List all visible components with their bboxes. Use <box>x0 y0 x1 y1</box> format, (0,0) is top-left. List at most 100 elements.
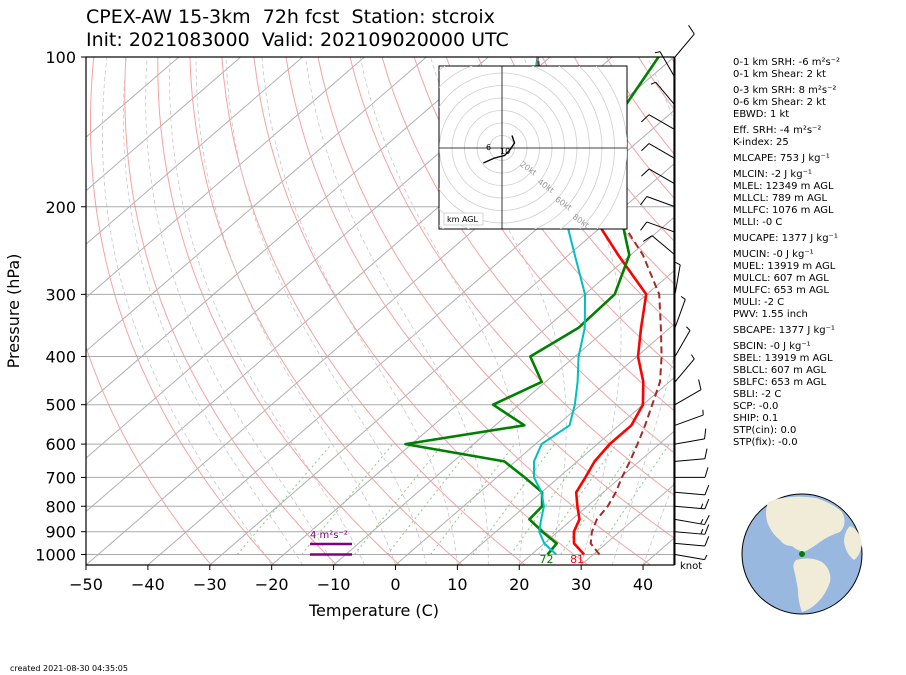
wind-barb <box>654 51 676 78</box>
hodograph-trace <box>483 135 516 164</box>
wind-barb <box>675 467 709 478</box>
index-mulcl: MULCL: 607 m AGL <box>733 273 829 284</box>
wind-barb <box>674 515 710 526</box>
wind-barb <box>674 485 710 496</box>
index-mucape: MUCAPE: 1377 J kg⁻¹ <box>733 233 838 244</box>
moist-adiabat <box>122 57 303 565</box>
isotherm-line <box>209 163 674 565</box>
index-muel: MUEL: 13919 m AGL <box>733 261 836 272</box>
index-mlel: MLEL: 12349 m AGL <box>733 181 834 192</box>
mixing-ratio-line <box>594 443 670 555</box>
moist-adiabat <box>305 57 489 565</box>
dry-adiabat <box>509 57 674 285</box>
index-mlcin: MLCIN: -2 J kg⁻¹ <box>733 169 812 180</box>
dry-adiabat <box>90 57 275 565</box>
index-stp-fix: STP(fix): -0.0 <box>733 437 798 448</box>
srh-label: 4 m²s⁻² <box>310 530 348 541</box>
dry-adiabat <box>445 57 674 369</box>
created-timestamp: created 2021-08-30 04:35:05 <box>10 664 128 673</box>
isotherm-line <box>86 57 242 192</box>
chart-subtitle: Init: 2021083000 Valid: 202109020000 UTC <box>86 29 509 51</box>
y-tick-label: 1000 <box>35 545 76 564</box>
dry-adiabat <box>285 57 651 565</box>
index-srh-0-3: 0-3 km SRH: 8 m²s⁻² <box>733 85 837 96</box>
wind-barb <box>674 326 691 357</box>
hodograph-height-label: 10 <box>500 147 510 156</box>
index-sblfc: SBLFC: 653 m AGL <box>733 377 827 388</box>
moist-adiabat <box>430 57 567 565</box>
wind-barb <box>674 262 681 295</box>
index-muli: MULI: -2 C <box>733 297 785 308</box>
isotherm-line <box>457 377 674 565</box>
indices-panel: 0-1 km SRH: -6 m²s⁻² 0-1 km Shear: 2 kt … <box>733 57 903 449</box>
index-mllcl: MLLCL: 789 m AGL <box>733 193 828 204</box>
y-tick-label: 300 <box>45 285 76 304</box>
dry-adiabat <box>221 57 526 565</box>
index-k: K-index: 25 <box>733 137 789 148</box>
station-marker <box>799 551 805 557</box>
y-tick-label: 800 <box>45 497 76 516</box>
index-mlcape: MLCAPE: 753 J kg⁻¹ <box>733 153 830 164</box>
index-shear-0-1: 0-1 km Shear: 2 kt <box>733 69 826 80</box>
moist-adiabat <box>145 57 334 565</box>
x-tick-label: −50 <box>69 575 103 594</box>
y-tick-label: 900 <box>45 523 76 542</box>
dry-adiabat <box>124 57 338 565</box>
index-stp-cin: STP(cin): 0.0 <box>733 425 797 436</box>
y-tick-label: 200 <box>45 198 76 217</box>
mixing-ratio-line <box>560 443 638 555</box>
hodograph-legend: km AGL <box>447 215 479 224</box>
x-tick-label: −40 <box>131 575 165 594</box>
moist-adiabat <box>225 57 427 565</box>
isotherm-line <box>86 57 303 245</box>
moist-adiabat <box>611 57 674 565</box>
index-sbel: SBEL: 13919 m AGL <box>733 353 833 364</box>
index-srh-0-1: 0-1 km SRH: -6 m²s⁻² <box>733 57 840 68</box>
x-tick-label: 10 <box>447 575 467 594</box>
isotherm-line <box>333 270 674 565</box>
isotherm-line <box>518 430 674 565</box>
dry-adiabat <box>317 57 674 539</box>
index-mulfc: MULFC: 653 m AGL <box>733 285 829 296</box>
y-tick-label: 700 <box>45 468 76 487</box>
moist-adiabat <box>195 57 396 565</box>
index-ebwd: EBWD: 1 kt <box>733 109 790 120</box>
moist-adiabat <box>169 57 365 565</box>
index-sbcape: SBCAPE: 1377 J kg⁻¹ <box>733 325 835 336</box>
isotherm-line <box>86 57 365 299</box>
dry-adiabat <box>381 57 674 454</box>
globe-land <box>766 496 862 612</box>
moist-adiabat <box>101 57 273 565</box>
wind-barb <box>641 168 676 185</box>
dry-adiabat <box>477 57 674 327</box>
wind-barb <box>674 25 695 58</box>
dry-adiabat <box>157 57 400 565</box>
mixing-ratio-line <box>354 443 444 555</box>
dry-adiabat <box>413 57 674 412</box>
moist-adiabat <box>261 57 458 565</box>
x-tick-label: 40 <box>633 575 653 594</box>
wind-barb <box>674 428 707 445</box>
index-mlli: MLLI: -0 C <box>733 217 783 228</box>
wind-barb <box>674 409 704 426</box>
wind-barb <box>674 448 708 462</box>
plot-frame <box>85 56 675 566</box>
x-tick-label: −30 <box>193 575 227 594</box>
index-scp: SCP: -0.0 <box>733 401 779 412</box>
wind-barb <box>650 81 676 106</box>
y-tick-label: 100 <box>45 48 76 67</box>
dry-adiabat <box>349 57 674 496</box>
wind-barb <box>674 354 695 383</box>
dry-adiabat <box>86 345 212 565</box>
mixing-ratio-line <box>236 443 332 555</box>
isotherm-line <box>86 57 427 352</box>
wind-barb <box>674 295 686 328</box>
index-pwv: PWV: 1.55 inch <box>733 309 808 320</box>
y-tick-label: 600 <box>45 435 76 454</box>
x-tick-label: −20 <box>255 575 289 594</box>
wind-barb <box>641 143 676 159</box>
dry-adiabat <box>253 57 589 565</box>
isotherm-line <box>395 323 674 565</box>
index-sbcin: SBCIN: -0 J kg⁻¹ <box>733 341 811 352</box>
